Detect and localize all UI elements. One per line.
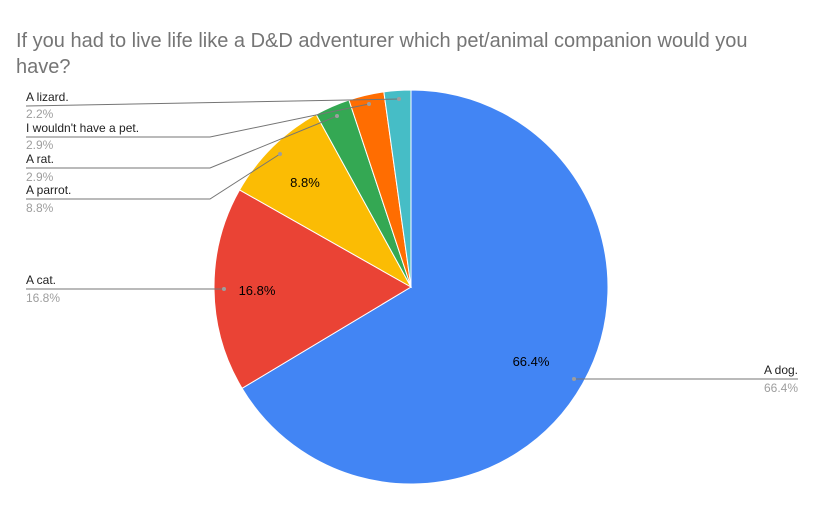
- category-percent: 8.8%: [26, 201, 54, 215]
- pie-slice[interactable]: [241, 89, 609, 485]
- leader-line: [26, 115, 338, 169]
- category-label: I wouldn't have a pet.: [26, 121, 139, 135]
- chart-title: If you had to live life like a D&D adven…: [16, 30, 748, 78]
- category-label: A cat.: [26, 273, 56, 287]
- slice-value-label: 16.8%: [239, 283, 276, 298]
- leader-line: [25, 98, 400, 107]
- leader-dot: [335, 114, 339, 118]
- category-percent: 2.9%: [26, 170, 54, 184]
- category-label: A lizard.: [26, 90, 69, 104]
- slice-value-label: 66.4%: [513, 354, 550, 369]
- leader-line: [26, 153, 281, 200]
- category-percent: 16.8%: [26, 291, 60, 305]
- slice-value-label: 8.8%: [290, 175, 320, 190]
- category-label: A parrot.: [26, 183, 71, 197]
- leader-dot: [572, 377, 576, 381]
- category-percent: 2.9%: [26, 138, 54, 152]
- category-label: A dog.: [764, 363, 798, 377]
- category-label: A rat.: [26, 152, 54, 166]
- pie-slice[interactable]: [383, 89, 412, 288]
- category-percent: 66.4%: [764, 381, 798, 395]
- leader-dot: [397, 97, 401, 101]
- category-percent: 2.2%: [26, 107, 54, 121]
- leader-dot: [367, 102, 371, 106]
- leader-dot: [278, 152, 282, 156]
- leader-line: [26, 103, 370, 138]
- pie-slice[interactable]: [238, 113, 413, 289]
- leader-dot: [222, 287, 226, 291]
